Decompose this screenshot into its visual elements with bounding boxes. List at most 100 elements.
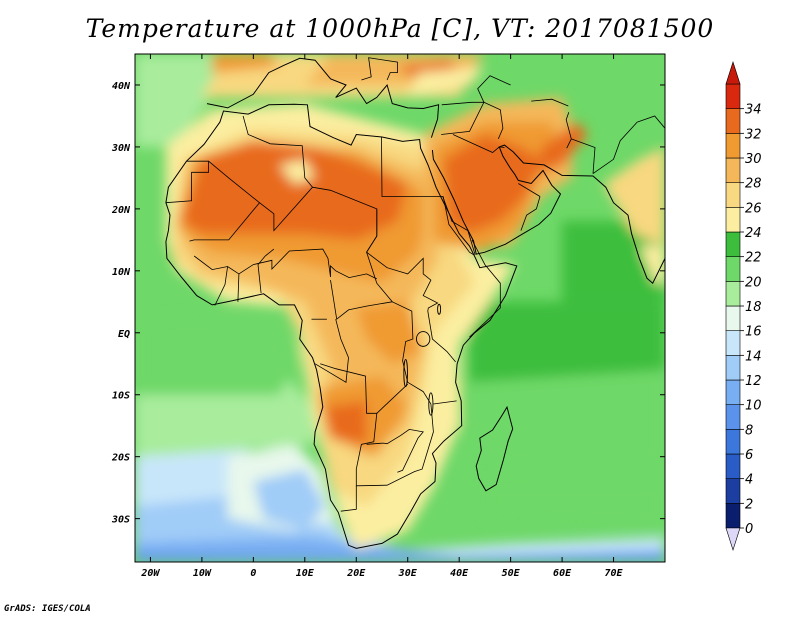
colorbar-label: 34 — [745, 103, 762, 118]
x-tick-label: 20E — [346, 568, 366, 579]
colorbar-swatch-30 — [725, 133, 741, 159]
footer-credit: GrADS: IGES/COLA — [4, 604, 91, 614]
colorbar-swatch-2 — [725, 478, 741, 504]
asia-coastline — [431, 144, 665, 284]
colorbar-label: 24 — [745, 226, 762, 241]
temperature-region-10 — [469, 301, 665, 383]
country-border-17 — [442, 196, 476, 255]
y-tick-label: 30S — [111, 515, 130, 526]
lake-outline-0 — [416, 331, 431, 347]
y-tick-label: 10S — [112, 391, 130, 402]
temperature-region-23 — [325, 400, 367, 445]
colorbar-label: 22 — [745, 251, 762, 266]
temperature-region-29 — [279, 159, 316, 185]
chart-title: Temperature at 1000hPa [C], VT: 20170815… — [85, 14, 715, 43]
temperature-region-5 — [253, 469, 326, 531]
africa-coastline — [165, 103, 518, 549]
colorbar-swatch-8 — [725, 404, 741, 430]
country-border-9 — [237, 273, 240, 302]
y-tick-label: 30N — [111, 143, 131, 154]
country-border-31 — [637, 115, 665, 129]
country-border-13 — [376, 383, 408, 414]
colorbar-swatch-34 — [725, 83, 741, 110]
colorbar-label: 28 — [745, 177, 762, 192]
y-tick-label: 10N — [112, 267, 131, 278]
temperature-field — [135, 54, 665, 562]
lake-outline-2 — [428, 392, 434, 416]
country-border-14 — [366, 428, 424, 473]
country-border-23 — [520, 196, 541, 231]
temperature-region-21 — [356, 301, 424, 364]
colorbar-label: 10 — [745, 399, 762, 414]
country-border-16 — [433, 400, 457, 405]
colorbar-label: 14 — [745, 349, 762, 364]
colorbar-label: 2 — [745, 497, 753, 512]
colorbar-label: 8 — [745, 423, 753, 438]
colorbar-swatch-12 — [725, 354, 741, 381]
colorbar-label: 6 — [745, 448, 753, 463]
temperature-region-32 — [639, 246, 665, 284]
country-border-5 — [193, 248, 377, 280]
temperature-region-26 — [443, 134, 542, 234]
plot-frame — [134, 53, 666, 563]
x-axis-ticks: 20W 10W 0 10E 20E 30E 40E 50E 60E 70E — [140, 54, 624, 579]
x-tick-label: 40E — [450, 568, 469, 579]
colorbar-swatch-32 — [725, 108, 741, 134]
colorbar-swatch-28 — [725, 157, 741, 184]
country-border-12 — [314, 319, 349, 383]
colorbar-label: 18 — [745, 300, 762, 315]
y-tick-label: 20S — [111, 453, 130, 464]
temperature-region-22 — [181, 140, 408, 240]
country-border-8 — [214, 266, 228, 306]
country-border-6 — [189, 202, 260, 242]
country-border-7 — [257, 248, 275, 294]
x-tick-label: 50E — [502, 568, 521, 579]
colorbar-label: 16 — [745, 325, 762, 340]
colorbar-swatch-14 — [725, 330, 741, 356]
country-border-30 — [361, 57, 398, 81]
y-tick-label: EQ — [118, 329, 130, 340]
country-border-28 — [531, 98, 569, 107]
temperature-region-30 — [407, 66, 485, 98]
colorbar-swatch-22 — [725, 231, 741, 258]
temperature-region-9 — [459, 370, 665, 470]
colorbar-under-arrow — [725, 527, 741, 551]
x-tick-label: 30E — [398, 568, 418, 579]
colorbar-label: 4 — [745, 473, 753, 488]
y-tick-label: 40N — [112, 81, 131, 92]
colorbar-swatch-10 — [725, 379, 741, 406]
x-tick-label: 10E — [296, 568, 315, 579]
country-border-4 — [366, 208, 456, 363]
temperature-region-31 — [603, 146, 665, 246]
temperature-region-11 — [562, 221, 665, 302]
country-border-24 — [518, 183, 541, 197]
country-border-10 — [330, 280, 393, 320]
temperature-region-2 — [135, 537, 665, 562]
colorbar-label: 30 — [745, 152, 762, 167]
country-border-15 — [340, 485, 357, 512]
country-border-1 — [208, 160, 434, 487]
country-border-19 — [442, 196, 475, 256]
coastline-outline — [165, 57, 665, 549]
x-tick-label: 0 — [250, 568, 256, 579]
colorbar-label: 26 — [745, 201, 762, 216]
colorbar-over-arrow — [725, 61, 741, 85]
country-border-26 — [571, 138, 596, 174]
country-border-22 — [483, 101, 504, 140]
colorbar-swatch-24 — [725, 207, 741, 233]
country-border-25 — [565, 112, 572, 149]
temperature-region-12 — [484, 481, 665, 531]
lake-outline-3 — [437, 303, 442, 315]
colorbar-swatch-0 — [725, 502, 741, 529]
colorbar-swatch-16 — [725, 305, 741, 332]
temperature-region-7 — [135, 314, 300, 395]
mediterranean-coastline — [206, 57, 440, 138]
colorbar-swatch-26 — [725, 182, 741, 208]
country-border-27 — [592, 121, 638, 174]
country-border-18 — [469, 239, 501, 338]
x-tick-label: 10W — [193, 568, 212, 579]
temperature-region-27 — [536, 122, 588, 172]
colorbar-swatch-20 — [725, 256, 741, 282]
